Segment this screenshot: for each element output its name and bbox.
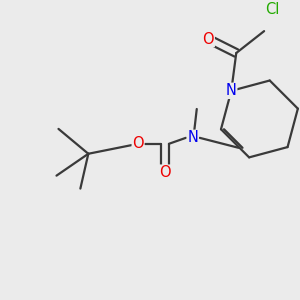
Text: O: O <box>132 136 144 151</box>
Text: O: O <box>202 32 214 46</box>
Text: O: O <box>159 165 171 180</box>
Text: Cl: Cl <box>265 2 279 17</box>
Text: N: N <box>187 130 198 145</box>
Text: N: N <box>226 83 237 98</box>
